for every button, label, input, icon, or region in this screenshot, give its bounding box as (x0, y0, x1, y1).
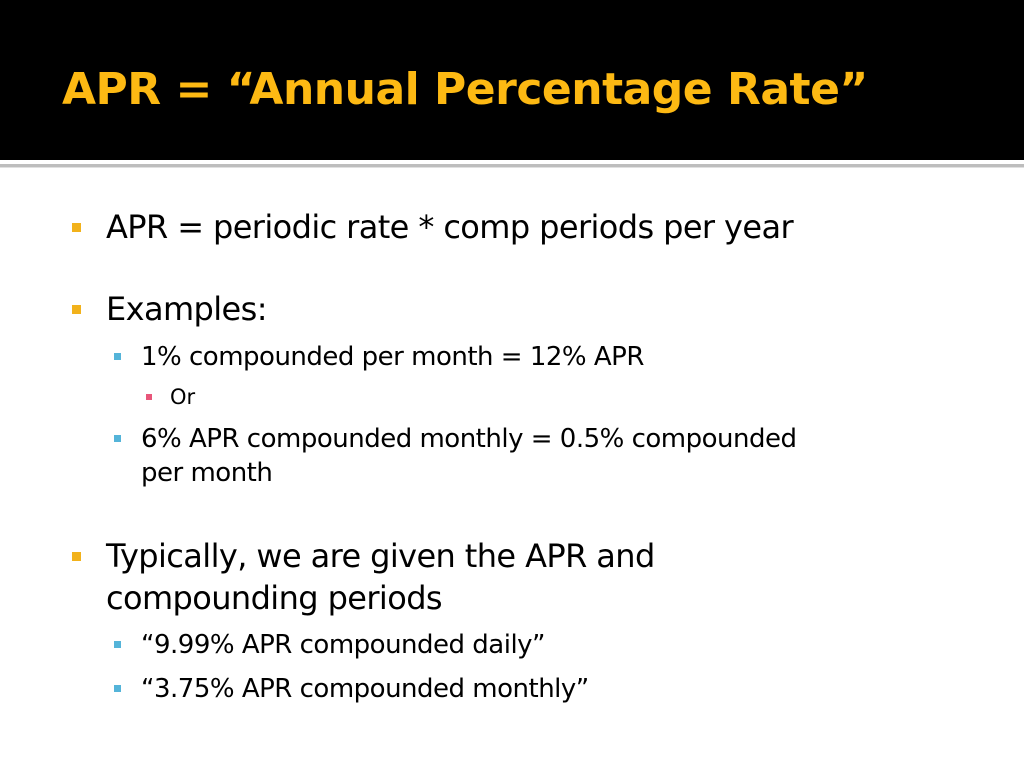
title-divider (0, 164, 1024, 167)
bullet-text-line-2: per month (141, 458, 273, 488)
bullet-text-line-1: Typically, we are given the APR and (106, 537, 655, 575)
bullet-text: APR = periodic rate * comp periods per y… (106, 208, 794, 246)
bullet-text: Or (170, 385, 196, 409)
bullet-text-line-2: compounding periods (106, 579, 443, 617)
bullet-examples: Examples: (72, 289, 267, 329)
bullet-apr-formula: APR = periodic rate * comp periods per y… (72, 207, 794, 247)
square-bullet-icon (146, 394, 152, 400)
square-bullet-icon (114, 641, 121, 648)
sub-bullet-monthly-example: 1% compounded per month = 12% APR (114, 340, 644, 374)
sub-bullet-monthly-quote: “3.75% APR compounded monthly” (114, 672, 589, 706)
title-divider-gap (0, 160, 1024, 164)
sub-bullet-apr-example: 6% APR compounded monthly = 0.5% compoun… (114, 422, 797, 456)
bullet-text: Examples: (106, 290, 267, 328)
bullet-text: “9.99% APR compounded daily” (141, 630, 546, 660)
sub-bullet-daily-quote: “9.99% APR compounded daily” (114, 628, 546, 662)
square-bullet-icon (114, 353, 121, 360)
square-bullet-icon (72, 305, 81, 314)
sub-sub-bullet-or: Or (146, 383, 196, 411)
sub-bullet-apr-example-continued: per month (141, 456, 273, 490)
bullet-typically: Typically, we are given the APR and (72, 536, 655, 576)
title-bar (0, 0, 1024, 160)
bullet-text: 1% compounded per month = 12% APR (141, 342, 644, 372)
bullet-typically-continued: compounding periods (106, 578, 443, 618)
square-bullet-icon (114, 685, 121, 692)
square-bullet-icon (114, 435, 121, 442)
title-divider-shadow (0, 167, 1024, 168)
square-bullet-icon (72, 223, 81, 232)
bullet-text-line-1: 6% APR compounded monthly = 0.5% compoun… (141, 424, 797, 454)
square-bullet-icon (72, 552, 81, 561)
slide-title: APR = “Annual Percentage Rate” (62, 64, 868, 115)
bullet-text: “3.75% APR compounded monthly” (141, 674, 589, 704)
